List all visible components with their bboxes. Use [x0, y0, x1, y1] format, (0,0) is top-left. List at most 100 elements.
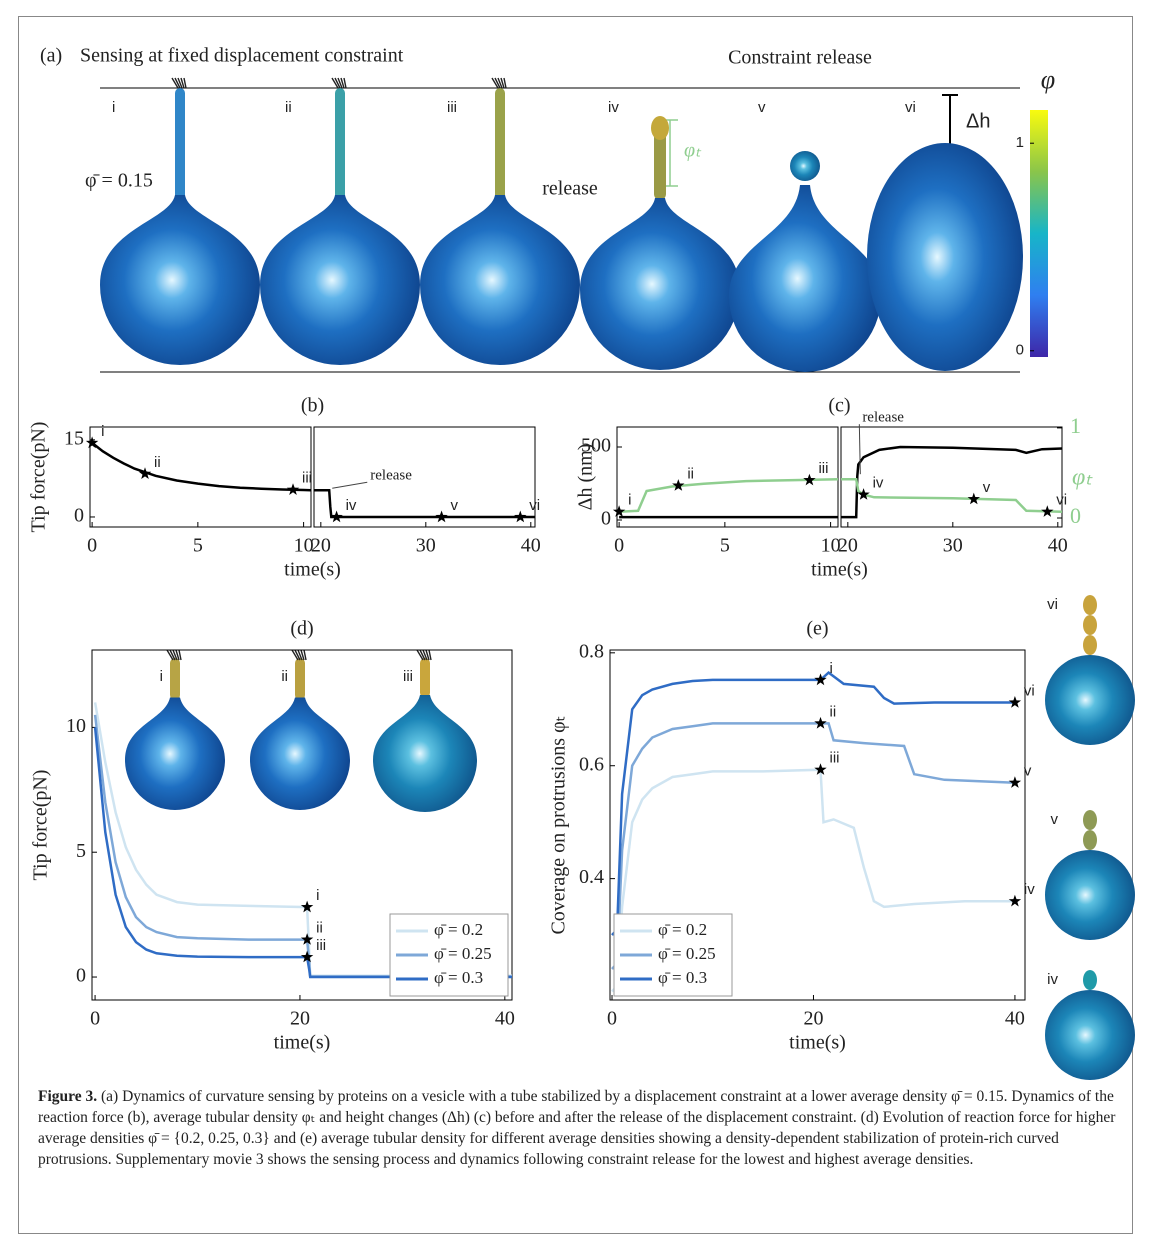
marker-label: iii: [302, 470, 312, 487]
x-tick-label: 40: [1005, 1008, 1025, 1030]
plot-frame: [90, 427, 311, 527]
marker-label: ii: [687, 466, 694, 483]
chart-title: (c): [828, 395, 850, 417]
legend-label: φ̄ = 0.3: [434, 968, 483, 987]
vesicle: [100, 195, 260, 365]
dh-label: Δh: [966, 110, 990, 132]
density-label: φ̄ = 0.15: [85, 170, 153, 192]
colorbar: [1030, 110, 1048, 357]
y-axis-label: Tip force(pN): [28, 422, 50, 533]
marker-label: i: [101, 423, 104, 440]
tube-bead: [1083, 635, 1097, 655]
y-tick-label: 0.4: [579, 866, 604, 888]
tube: [295, 658, 305, 700]
marker-label: iii: [316, 937, 326, 954]
y-tick-label: 0.6: [579, 753, 604, 775]
inset-label: vi: [1047, 596, 1058, 613]
marker: [435, 511, 447, 523]
marker-label: ii: [830, 703, 837, 720]
legend-label: φ̄ = 0.25: [434, 944, 492, 963]
tube: [495, 88, 505, 200]
marker-label: iii: [830, 750, 840, 767]
pin: [184, 78, 186, 88]
pin: [429, 650, 431, 660]
pin: [344, 78, 346, 88]
inset-label: i: [160, 668, 163, 685]
vesicle: [250, 698, 350, 811]
x-tick-label: 40: [1048, 535, 1068, 557]
series-line: [92, 443, 311, 490]
colorbar-tick-label: 0: [1016, 342, 1024, 359]
tube-bead: [1083, 970, 1097, 990]
colorbar-tick-label: 1: [1016, 134, 1024, 151]
x-tick-label: 20: [311, 535, 331, 557]
annotation-leader: [859, 424, 860, 474]
marker-label: vi: [1024, 682, 1035, 699]
y-tick-label: 0: [601, 508, 611, 530]
marker: [330, 511, 342, 523]
marker-label: iv: [346, 497, 357, 514]
marker: [514, 511, 526, 523]
panel-heading: Sensing at fixed displacement constraint: [80, 45, 404, 67]
x-axis-label: time(s): [811, 559, 868, 581]
series-line: [619, 479, 838, 511]
chart-title: (e): [806, 618, 828, 640]
caption: Figure 3. (a) Dynamics of curvature sens…: [38, 1086, 1118, 1170]
plot-frame: [617, 427, 838, 527]
tube-bead: [1083, 615, 1097, 635]
inset-label: v: [1051, 811, 1059, 828]
marker-label: v: [451, 497, 459, 514]
marker-label: v: [983, 479, 991, 496]
marker-label: i: [628, 492, 631, 509]
inset-label: iii: [403, 668, 413, 685]
caption-label: Figure 3.: [38, 1088, 97, 1105]
marker-label: iv: [873, 475, 884, 492]
y-axis-label: Tip force(pN): [30, 770, 52, 881]
vesicle: [125, 698, 225, 811]
marker-label: vi: [529, 497, 540, 514]
y-tick-label: 0: [76, 965, 86, 987]
page: (a) Sensing at fixed displacement constr…: [0, 0, 1153, 1254]
x-tick-label: 30: [416, 535, 436, 557]
marker-label: v: [1024, 763, 1032, 780]
stage-label: ii: [285, 99, 292, 116]
figure: (a) Sensing at fixed displacement constr…: [0, 0, 1153, 1254]
pin: [304, 650, 306, 660]
inset-label: iv: [1047, 971, 1058, 988]
y-axis-label: Δh (nm): [575, 444, 597, 511]
marker: [613, 505, 625, 517]
annotation: release: [370, 468, 412, 484]
vesicle: [867, 143, 1023, 371]
inset-label: ii: [281, 668, 288, 685]
marker-label: iii: [818, 460, 828, 477]
pin: [504, 78, 506, 88]
chart-title: (b): [301, 395, 324, 417]
x-tick-label: 40: [521, 535, 541, 557]
x-axis-label: time(s): [789, 1032, 846, 1054]
pin: [179, 650, 181, 660]
x-tick-label: 0: [87, 535, 97, 557]
x-tick-label: 20: [803, 1008, 823, 1030]
stage-label: v: [758, 99, 766, 116]
y-axis-label: Coverage on protrusions φₜ: [548, 715, 570, 934]
vesicle: [1045, 850, 1135, 940]
marker-label: i: [316, 887, 319, 904]
phi-t-label: φₜ: [684, 140, 702, 162]
colorbar-label: φ: [1041, 65, 1055, 94]
tube-head: [790, 151, 820, 181]
tube-bead: [1083, 595, 1097, 615]
x-tick-label: 30: [943, 535, 963, 557]
series-line: [612, 673, 1015, 936]
marker: [814, 717, 826, 729]
vesicle: [1045, 655, 1135, 745]
y-tick-label: 10: [66, 715, 86, 737]
y-tick-label: 0.8: [579, 640, 604, 662]
panel-label: (a): [40, 45, 62, 67]
tube-bead: [1083, 810, 1097, 830]
vesicle: [580, 198, 740, 370]
panel-heading: Constraint release: [728, 47, 872, 69]
legend-label: φ̄ = 0.3: [658, 968, 707, 987]
tube: [335, 88, 345, 200]
vesicle: [373, 695, 477, 812]
marker: [139, 467, 151, 479]
